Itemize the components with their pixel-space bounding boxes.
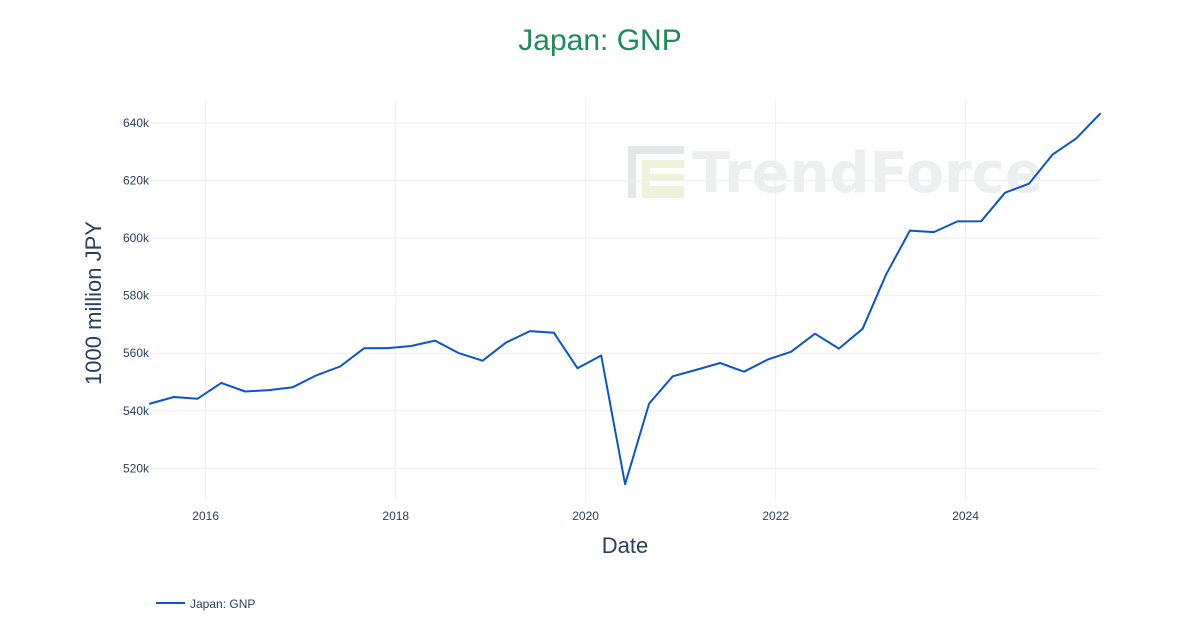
series-line[interactable] bbox=[149, 112, 1101, 486]
watermark-text: TrendForce bbox=[692, 141, 1043, 206]
x-axis-title: Date bbox=[602, 533, 648, 558]
y-tick-label: 520k bbox=[123, 461, 150, 475]
watermark: TrendForce bbox=[628, 141, 1043, 206]
y-tick-label: 560k bbox=[123, 346, 150, 360]
x-tick-label: 2022 bbox=[762, 509, 789, 523]
y-tick-label: 620k bbox=[123, 174, 150, 188]
y-tick-label: 640k bbox=[123, 116, 150, 130]
x-tick-label: 2016 bbox=[192, 509, 219, 523]
x-gridlines bbox=[205, 100, 967, 500]
y-gridlines bbox=[150, 122, 1100, 469]
x-tick-label: 2024 bbox=[952, 509, 979, 523]
x-tick-label: 2020 bbox=[572, 509, 599, 523]
x-axis-ticks: 2016 2018 2020 2022 2024 bbox=[192, 509, 979, 523]
legend-label: Japan: GNP bbox=[190, 597, 255, 611]
series-layer bbox=[149, 112, 1101, 486]
watermark-logo-icon bbox=[628, 146, 684, 198]
y-tick-label: 580k bbox=[123, 289, 150, 303]
legend[interactable]: Japan: GNP bbox=[156, 597, 255, 611]
chart-title: Japan: GNP bbox=[518, 24, 681, 57]
x-tick-label: 2018 bbox=[382, 509, 409, 523]
y-axis-title: 1000 million JPY bbox=[81, 221, 106, 385]
y-axis-ticks: 520k 540k 560k 580k 600k 620k 640k bbox=[123, 116, 150, 475]
y-tick-label: 600k bbox=[123, 231, 150, 245]
y-tick-label: 540k bbox=[123, 404, 150, 418]
